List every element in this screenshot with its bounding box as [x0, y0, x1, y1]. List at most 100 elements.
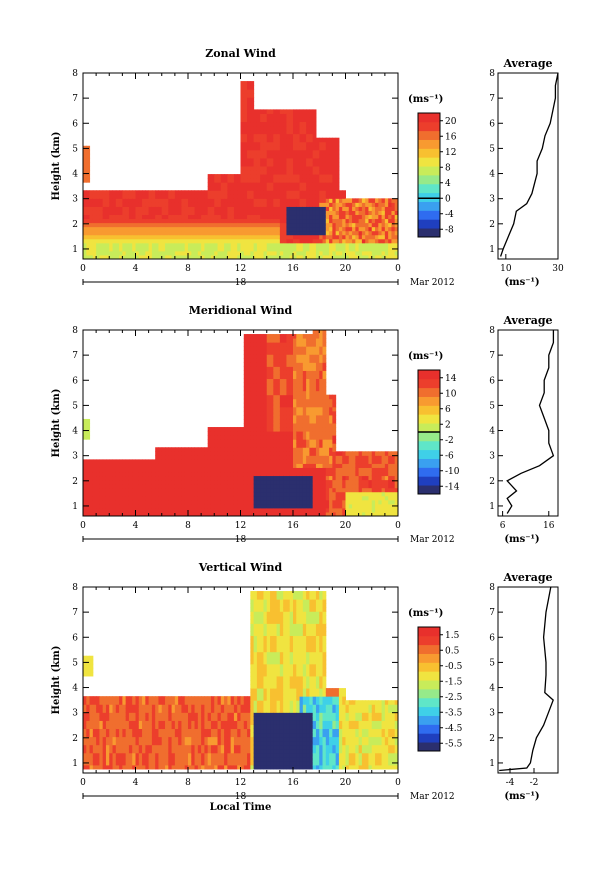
heatmap-cell — [286, 145, 291, 151]
heatmap-cell — [306, 382, 310, 388]
heatmap-cell — [96, 712, 100, 717]
heatmap-cell — [325, 394, 330, 400]
heatmap-cell — [230, 507, 235, 513]
heatmap-cell — [253, 378, 258, 384]
heatmap-cell — [92, 740, 97, 746]
heatmap-cell — [191, 226, 196, 232]
heatmap-cell — [256, 206, 261, 211]
heatmap-cell — [243, 93, 248, 98]
heatmap-cell — [207, 190, 212, 195]
heatmap-cell — [96, 190, 100, 195]
heatmap-cell — [289, 398, 294, 404]
heatmap-cell — [230, 435, 235, 440]
heatmap-cell — [142, 499, 146, 505]
heatmap-cell — [155, 198, 159, 203]
colorbar-tick-label: 16 — [445, 132, 457, 142]
heatmap-cell — [332, 491, 337, 497]
heatmap-cell — [217, 451, 222, 456]
heatmap-cell — [240, 491, 245, 497]
heatmap-cell — [109, 467, 114, 473]
heatmap-cell — [309, 398, 314, 404]
heatmap-cell — [266, 475, 271, 481]
heatmap-cell — [263, 234, 268, 240]
heatmap-cell — [368, 487, 373, 493]
heatmap-cell — [102, 511, 107, 516]
heatmap-cell — [145, 511, 150, 516]
heatmap-cell — [220, 451, 225, 456]
heatmap-cell — [270, 471, 274, 477]
heatmap-cell — [293, 250, 297, 256]
heatmap-cell — [191, 487, 196, 493]
heatmap-cell — [279, 423, 284, 428]
heatmap-cell — [361, 483, 366, 489]
heatmap-cell — [302, 402, 307, 408]
heatmap-cell — [194, 202, 199, 207]
heatmap-cell — [145, 222, 150, 228]
heatmap-cell — [250, 366, 255, 371]
heatmap-cell — [207, 503, 212, 509]
heatmap-cell — [96, 475, 100, 481]
heatmap-cell — [263, 153, 268, 159]
heatmap-cell — [266, 117, 271, 123]
heatmap-cell — [286, 475, 291, 481]
heatmap-cell — [279, 234, 284, 240]
y-tick-label: 7 — [72, 94, 78, 104]
heatmap-cell — [332, 254, 337, 259]
heatmap-cell — [365, 475, 369, 481]
heatmap-cell — [315, 475, 320, 481]
heatmap-cell — [145, 467, 150, 473]
heatmap-cell — [329, 170, 333, 175]
heatmap-cell — [214, 443, 219, 448]
heatmap-cell — [135, 463, 140, 468]
heatmap-cell — [256, 479, 261, 485]
heatmap-cell — [302, 398, 307, 404]
heatmap-cell — [256, 507, 261, 513]
heatmap-cell — [96, 507, 100, 513]
heatmap-cell — [273, 338, 278, 343]
heatmap-cell — [332, 435, 337, 440]
heatmap-cell — [128, 190, 133, 195]
heatmap-cell — [319, 178, 324, 183]
y-tick-label: 7 — [72, 351, 78, 361]
heatmap-cell — [260, 483, 264, 489]
heatmap-cell — [105, 238, 110, 244]
heatmap-cell — [119, 214, 123, 220]
heatmap-cell — [322, 463, 327, 468]
heatmap-cell — [243, 113, 248, 118]
heatmap-cell — [338, 198, 343, 203]
heatmap-cell — [92, 479, 97, 485]
heatmap-cell — [332, 218, 337, 224]
heatmap-cell — [128, 463, 133, 468]
heatmap-cell — [210, 431, 215, 436]
heatmap-cell — [184, 246, 189, 252]
heatmap-cell — [332, 479, 337, 485]
heatmap-cell — [263, 226, 268, 232]
heatmap-cell — [283, 254, 287, 259]
heatmap-cell — [299, 406, 304, 412]
heatmap-cell — [155, 218, 159, 224]
heatmap-cell — [260, 246, 264, 252]
heatmap-cell — [148, 254, 153, 259]
heatmap-cell — [342, 234, 346, 240]
heatmap-cell — [161, 459, 166, 464]
heatmap-cell — [86, 435, 91, 440]
heatmap-cell — [83, 178, 87, 183]
heatmap-cell — [335, 226, 340, 232]
heatmap-cell — [384, 511, 389, 516]
heatmap-cell — [89, 752, 94, 758]
heatmap-cell — [391, 206, 396, 211]
heatmap-cell — [243, 402, 248, 408]
heatmap-cell — [151, 222, 156, 228]
heatmap-cell — [276, 459, 281, 464]
heatmap-cell — [273, 242, 278, 248]
heatmap-cell — [270, 495, 274, 501]
heatmap-cell — [365, 202, 369, 207]
heatmap-cell — [250, 410, 255, 416]
heatmap-cell — [92, 511, 97, 516]
heatmap-cell — [325, 398, 330, 404]
heatmap-cell — [309, 174, 314, 179]
heatmap-cell — [181, 463, 186, 468]
heatmap-cell — [371, 234, 376, 240]
heatmap-cell — [220, 190, 225, 195]
heatmap-cell — [256, 145, 261, 151]
